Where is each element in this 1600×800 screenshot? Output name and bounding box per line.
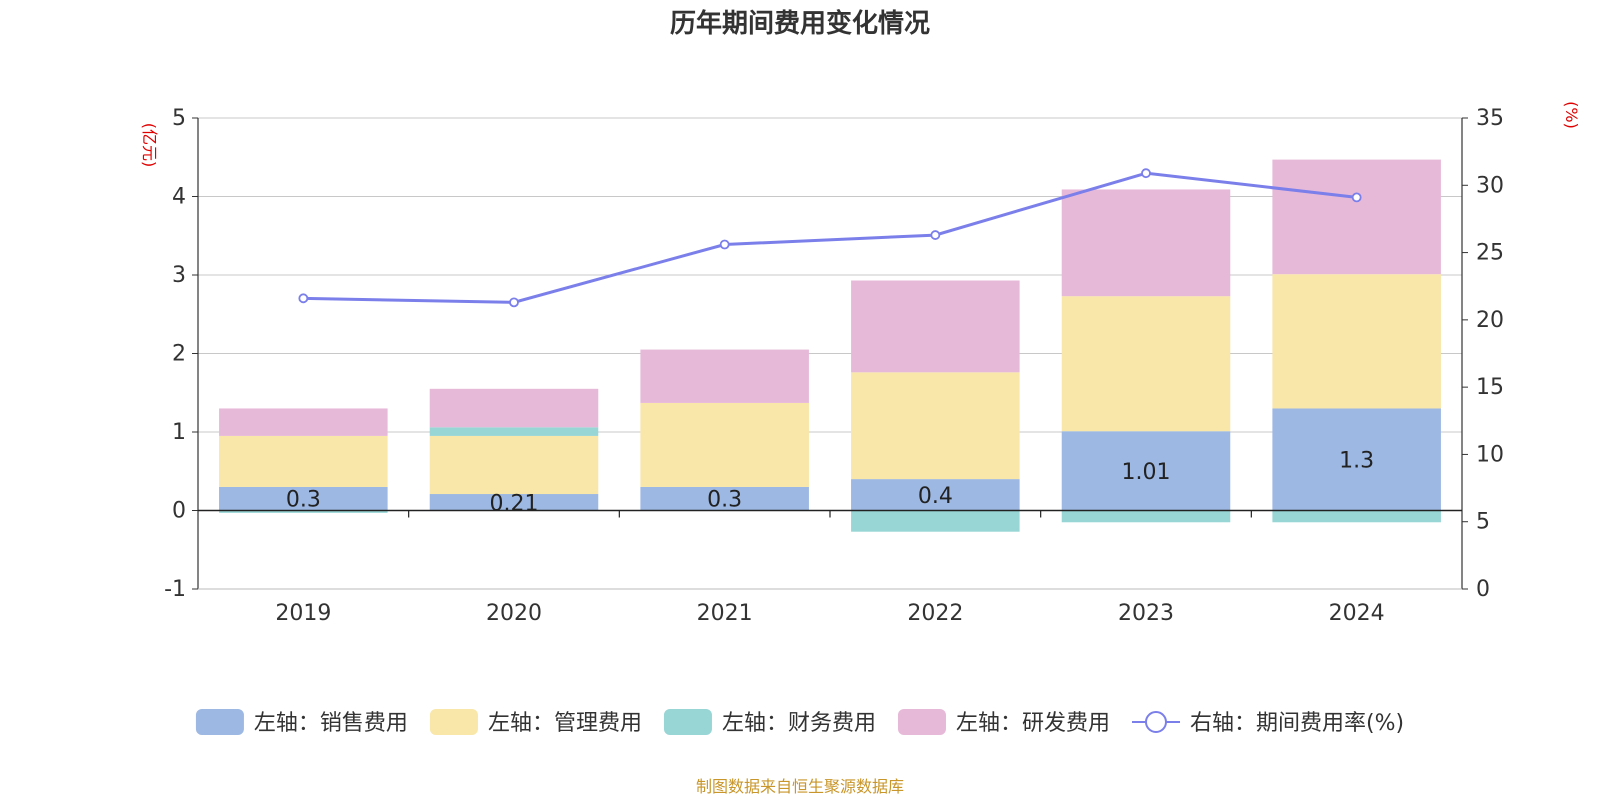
bar-segment [1061,431,1231,511]
legend-swatch [195,709,244,735]
right-tick-label: 5 [1476,510,1490,535]
bar-value-label: 0.21 [490,491,539,516]
bar-value-label: 0.3 [286,488,321,513]
bar-segment [851,479,1020,511]
bar-segment [429,427,599,436]
right-axis-unit: (%) [1562,101,1581,129]
source-note: 制图数据来自恒生聚源数据库 [696,777,904,796]
left-tick-label: 5 [172,106,186,131]
rate-point [930,230,941,240]
rate-line [298,168,1362,308]
bar-segment [851,280,1020,373]
legend-label: 左轴：财务费用 [722,711,876,736]
left-tick-label: -1 [164,577,186,602]
bar-segment [219,435,388,487]
rate-point [1141,168,1151,179]
bar-segment [219,486,388,511]
left-tick-label: 1 [172,420,186,445]
rate-point [298,293,309,304]
bar-segment [1272,274,1441,409]
bar-segment [851,510,1020,532]
right-tick-label: 15 [1476,375,1504,400]
right-tick-label: 10 [1476,442,1504,467]
bar-value-label: 1.3 [1339,448,1374,473]
bar-segment [1272,408,1441,511]
rate-point [1351,192,1362,203]
category-label: 2019 [275,601,331,626]
category-label: 2021 [697,601,753,626]
bar-segment [1272,159,1441,275]
category-label: 2022 [907,601,963,626]
left-axis-unit: (亿元) [140,123,159,168]
legend-label: 左轴：研发费用 [956,711,1110,736]
bar-value-label: 1.01 [1122,460,1171,485]
bar-segment [429,388,599,428]
bar-segment [1061,510,1231,523]
legend-label: 左轴：销售费用 [254,711,408,736]
rate-line-path [303,171,1357,304]
bar-segment [429,494,599,511]
bar-segment [1061,296,1231,432]
left-tick-label: 3 [172,263,186,288]
rate-point [509,297,519,308]
right-tick-label: 35 [1476,106,1504,131]
category-label: 2024 [1329,601,1385,626]
bar-segment [640,402,809,487]
legend-swatch-marker [1144,711,1167,733]
bar-segment [219,510,388,513]
right-tick-label: 25 [1476,241,1504,266]
bar-segment [429,435,599,495]
legend-swatch [429,709,478,735]
bar-value-label: 0.3 [707,488,742,513]
axes: -1 0 1 2 3 4 5 0 5 10 15 20 25 30 35 2019 2020 2021 2022 20… [164,106,1504,626]
legend-swatch [663,709,712,735]
bar-value-label: 0.4 [918,484,953,509]
category-label: 2023 [1118,601,1174,626]
bar-segment [851,372,1020,480]
bar-segment [1272,510,1441,523]
right-tick-label: 20 [1476,308,1504,333]
data-labels: 0.3 0.21 0.3 0.4 1.01 1.3 [286,448,1374,516]
left-tick-label: 0 [172,499,186,524]
chart-title: 历年期间费用变化情况 [670,8,930,39]
left-tick-label: 2 [172,342,186,367]
right-tick-label: 0 [1476,577,1490,602]
bar-segment [219,408,388,436]
legend: 左轴：销售费用 左轴：管理费用 左轴：财务费用 左轴：研发费用 右轴：期间费用率(%) [195,709,1404,736]
rate-point [719,239,730,250]
bar-segment [1061,189,1231,297]
left-tick-label: 4 [172,185,186,210]
bars [219,159,1441,532]
bar-segment [640,486,809,511]
legend-label: 左轴：管理费用 [488,711,642,736]
bar-segment [640,349,809,403]
right-tick-label: 30 [1476,173,1504,198]
legend-swatch [897,709,946,735]
legend-label: 右轴：期间费用率(%) [1190,711,1404,736]
category-label: 2020 [486,601,542,626]
